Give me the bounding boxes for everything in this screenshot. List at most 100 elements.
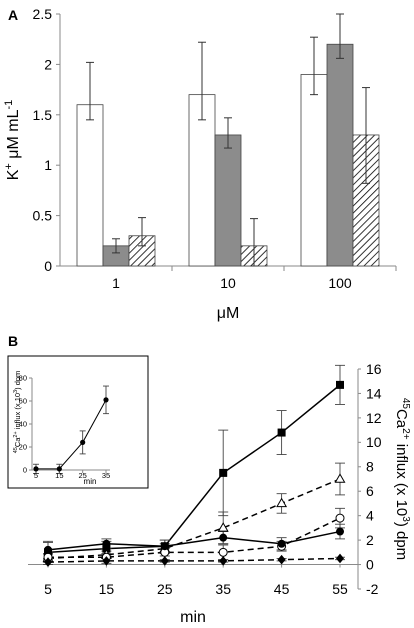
panel-b-y-tick-label: 4 bbox=[366, 508, 374, 524]
panel-a-ylabel-k: K bbox=[5, 169, 22, 180]
panel-b-tick-labels: -2 0 2 4 6 8 10 12 14 16 5 15 25 35 45 55 bbox=[44, 361, 382, 597]
panel-a-ylabel-sup: + bbox=[3, 163, 15, 169]
inset-series-line-circle-filled bbox=[36, 399, 107, 470]
inset-ylabel-iso: 45 bbox=[13, 447, 19, 453]
panel-b-marker-diamond-filled bbox=[277, 554, 286, 565]
panel-b-marker-triangle-open bbox=[217, 522, 229, 532]
panel-b-series-line-circle-filled bbox=[47, 530, 341, 551]
panel-a-y-tick-label: 1 bbox=[44, 157, 52, 173]
inset-chart: 0 20 40 60 80 5 15 25 35 45Ca2+ influx (x 103) d… bbox=[7, 355, 149, 489]
panel-a-y-tick-label: 2 bbox=[44, 56, 52, 72]
panel-b-x-tick-label: 35 bbox=[215, 581, 231, 597]
inset-ylabel-charge: 2+ bbox=[13, 431, 19, 437]
inset-x-tick-label: 35 bbox=[102, 471, 110, 480]
panel-b-y-tick-label: 14 bbox=[366, 385, 382, 401]
bar-white-100 bbox=[300, 74, 328, 267]
panel-b-y-axis-label: 45Ca2+ influx (x 103) dpm bbox=[393, 398, 411, 560]
inset-ylabel-exp: 3 bbox=[13, 390, 19, 393]
panel-a-ylabel-rest: μM mL bbox=[5, 109, 22, 163]
panel-a-x-tick-label: 100 bbox=[328, 275, 352, 291]
panel-b-series-line-circle-open bbox=[48, 517, 341, 558]
panel-b-ylabel-charge: 2+ bbox=[400, 428, 411, 440]
panel-b-marker-diamond-filled bbox=[44, 557, 52, 567]
panel-a-bars bbox=[76, 43, 380, 267]
panel-b-marker-circle-open bbox=[335, 513, 345, 523]
inset-y-tick-label: 40 bbox=[19, 420, 27, 429]
panel-a-y-tick-label: 1.5 bbox=[33, 107, 53, 123]
panel-b-series-line-triangle-open bbox=[47, 478, 341, 560]
panel-b-marker-circle-filled bbox=[219, 533, 228, 542]
inset-marker-circle-filled bbox=[33, 466, 39, 472]
panel-b-ylabel-mid: influx (x 10 bbox=[393, 440, 410, 517]
panel-a-ylabel-sup2: -1 bbox=[3, 100, 15, 110]
panel-a-y-tick-label: 0 bbox=[44, 258, 52, 274]
panel-b-y-tick-label: 16 bbox=[366, 361, 382, 377]
panel-b-axes bbox=[28, 368, 361, 590]
bar-grey-10 bbox=[214, 134, 242, 267]
panel-b-marker-diamond-filled bbox=[336, 553, 344, 564]
inset-ylabel-ca: Ca bbox=[13, 437, 22, 447]
inset-tick-labels: 0 20 40 60 80 5 15 25 35 bbox=[19, 374, 111, 480]
panel-a-x-tick-label: 1 bbox=[112, 275, 120, 291]
panel-b-x-tick-label: 55 bbox=[332, 581, 348, 597]
inset-marker-circle-filled bbox=[103, 397, 109, 403]
panel-b-y-tick-label: 0 bbox=[366, 556, 374, 572]
inset-marker-circle-filled bbox=[56, 466, 62, 472]
panel-b-marker-circle-filled bbox=[160, 542, 169, 551]
panel-b-x-tick-label: 5 bbox=[44, 581, 52, 597]
panel-b-series-line-square-filled bbox=[47, 384, 341, 554]
panel-b-series-line-diamond-filled bbox=[47, 557, 341, 563]
panel-b-ylabel-iso: 45 bbox=[400, 398, 411, 410]
panel-b-marker-square-filled bbox=[102, 544, 111, 553]
inset-series bbox=[33, 385, 109, 474]
inset-marker-circle-filled bbox=[80, 439, 86, 445]
panel-a-y-tick-label: 0.5 bbox=[33, 208, 53, 224]
bar-grey-100 bbox=[326, 43, 354, 267]
inset-x-tick-label: 15 bbox=[55, 471, 63, 480]
panel-b-marker-circle-open bbox=[218, 547, 228, 557]
inset-x-tick-label: 25 bbox=[78, 471, 86, 480]
inset-ylabel-mid: influx (x 10 bbox=[13, 393, 22, 431]
panel-b-x-tick-label: 45 bbox=[274, 581, 290, 597]
panel-b-y-tick-label: 8 bbox=[366, 459, 374, 475]
panel-b-marker-circle-filled bbox=[336, 527, 344, 536]
panel-a-x-axis-label: μM bbox=[217, 305, 240, 322]
panel-b-y-tick-label: 6 bbox=[366, 483, 374, 499]
inset-y-tick-label: 80 bbox=[19, 374, 27, 383]
panel-b-marker-square-filled bbox=[219, 468, 228, 477]
panel-b-x-tick-label: 15 bbox=[99, 581, 115, 597]
inset-y-tick-label: 20 bbox=[19, 443, 27, 452]
panel-b-ylabel-ca: Ca bbox=[393, 409, 410, 429]
panel-b-ylabel-end: ) dpm bbox=[393, 522, 410, 560]
panel-b-x-tick-label: 25 bbox=[157, 581, 173, 597]
panel-a-y-axis-label: K+ μM mL-1 bbox=[3, 100, 22, 181]
inset-frame bbox=[7, 355, 149, 489]
panel-b-marker-triangle-open bbox=[276, 497, 288, 508]
panel-a-x-tick-label: 10 bbox=[220, 275, 236, 291]
panel-b-y-tick-label: 10 bbox=[366, 434, 382, 450]
panel-a: A 0 0.5 1 1.5 2 2.5 1 10 100 K+ μM mL-1 μM bbox=[3, 6, 397, 322]
inset-y-tick-label: 60 bbox=[19, 397, 27, 406]
inset-y-axis-label: 45Ca2+ influx (x 103) dpm bbox=[13, 371, 22, 454]
panel-b-ylabel-exp: 3 bbox=[400, 516, 411, 522]
panel-b-y-tick-label: 12 bbox=[366, 410, 382, 426]
bar-white-10 bbox=[188, 94, 216, 267]
panel-a-error-bars bbox=[86, 13, 370, 267]
panel-b-series bbox=[42, 364, 346, 567]
panel-b-marker-square-filled bbox=[277, 428, 286, 437]
inset-x-tick-label: 5 bbox=[34, 471, 38, 480]
inset-ylabel-end: ) dpm bbox=[13, 371, 22, 390]
panel-b-label: B bbox=[8, 333, 18, 349]
panel-b-marker-diamond-filled bbox=[102, 556, 111, 566]
inset-y-tick-label: 0 bbox=[23, 466, 27, 475]
panel-b-marker-diamond-filled bbox=[219, 556, 228, 566]
panel-b-marker-circle-filled bbox=[44, 545, 52, 554]
panel-b-x-axis-label: min bbox=[180, 609, 206, 626]
panel-b-marker-circle-filled bbox=[102, 539, 111, 548]
panel-a-tick-labels: 0 0.5 1 1.5 2 2.5 1 10 100 bbox=[33, 6, 352, 291]
panel-b-y-tick-label: -2 bbox=[366, 581, 379, 597]
panel-a-y-tick-label: 2.5 bbox=[33, 6, 53, 22]
panel-b-marker-square-filled bbox=[336, 380, 344, 389]
